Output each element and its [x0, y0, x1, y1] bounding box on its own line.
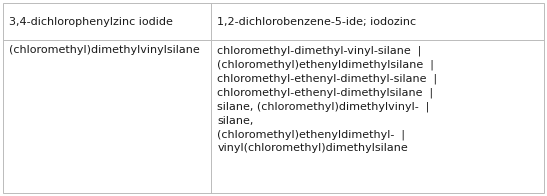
Text: 3,4-dichlorophenylzinc iodide: 3,4-dichlorophenylzinc iodide: [9, 16, 173, 26]
Text: chloromethyl-dimethyl-vinyl-silane  |
(chloromethyl)ethenyldimethylsilane  |
chl: chloromethyl-dimethyl-vinyl-silane | (ch…: [217, 45, 438, 153]
Text: (chloromethyl)dimethylvinylsilane: (chloromethyl)dimethylvinylsilane: [9, 45, 200, 55]
Text: 1,2-dichlorobenzene-5-ide; iodozinc: 1,2-dichlorobenzene-5-ide; iodozinc: [217, 16, 416, 26]
